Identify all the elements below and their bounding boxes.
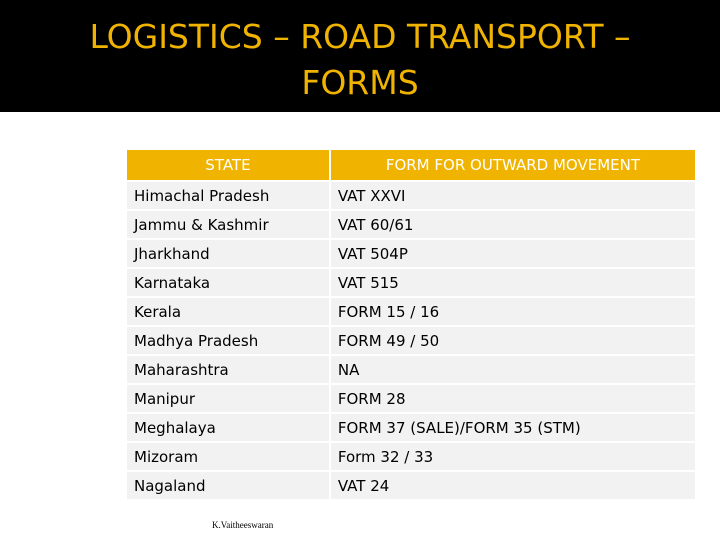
table-cell: Form 32 / 33 — [328, 443, 695, 470]
table-cell: Nagaland — [127, 472, 329, 499]
table-row: Mizoram Form 32 / 33 — [127, 443, 695, 470]
table-row: Jharkhand VAT 504P — [127, 240, 695, 267]
table-cell: Meghalaya — [127, 414, 329, 441]
title-bar — [0, 0, 720, 112]
forms-table: STATE FORM FOR OUTWARD MOVEMENT Himachal … — [127, 148, 695, 501]
table-cell: Jharkhand — [127, 240, 329, 267]
table-cell: NA — [328, 356, 695, 383]
table-row: Nagaland VAT 24 — [127, 472, 695, 499]
table-cell: VAT 515 — [328, 269, 695, 296]
slide-title: LOGISTICS – ROAD TRANSPORT – FORMS — [89, 17, 631, 102]
table-cell: Karnataka — [127, 269, 329, 296]
table-cell: Manipur — [127, 385, 329, 412]
table-row: Karnataka VAT 515 — [127, 269, 695, 296]
table-cell: VAT 504P — [328, 240, 695, 267]
table-cell: FORM 49 / 50 — [328, 327, 695, 354]
header-row: STATE FORM FOR OUTWARD MOVEMENT — [127, 150, 695, 180]
table-row: Meghalaya FORM 37 (SALE)/FORM 35 (STM) — [127, 414, 695, 441]
table-cell: FORM 28 — [328, 385, 695, 412]
table-cell: FORM 15 / 16 — [328, 298, 695, 325]
table-cell: Kerala — [127, 298, 329, 325]
table-cell: Mizoram — [127, 443, 329, 470]
table-body: Himachal Pradesh VAT XXVI Jammu & Kashmir V… — [127, 182, 695, 499]
author: K.Vaitheeswaran — [212, 520, 274, 530]
table-row: Kerala FORM 15 / 16 — [127, 298, 695, 325]
table-cell: VAT 60/61 — [328, 211, 695, 238]
table-cell: Madhya Pradesh — [127, 327, 329, 354]
table-cell: VAT 24 — [328, 472, 695, 499]
table-row: Jammu & Kashmir VAT 60/61 — [127, 211, 695, 238]
table-row: Himachal Pradesh VAT XXVI — [127, 182, 695, 209]
table-row: Madhya Pradesh FORM 49 / 50 — [127, 327, 695, 354]
table-cell: FORM 37 (SALE)/FORM 35 (STM) — [328, 414, 695, 441]
column-header: STATE — [127, 150, 329, 180]
table-cell: Himachal Pradesh — [127, 182, 329, 209]
table-row: Manipur FORM 28 — [127, 385, 695, 412]
table-cell: VAT XXVI — [328, 182, 695, 209]
table-cell: Jammu & Kashmir — [127, 211, 329, 238]
table-row: Maharashtra NA — [127, 356, 695, 383]
column-header: FORM FOR OUTWARD MOVEMENT — [328, 150, 695, 180]
table-cell: Maharashtra — [127, 356, 329, 383]
